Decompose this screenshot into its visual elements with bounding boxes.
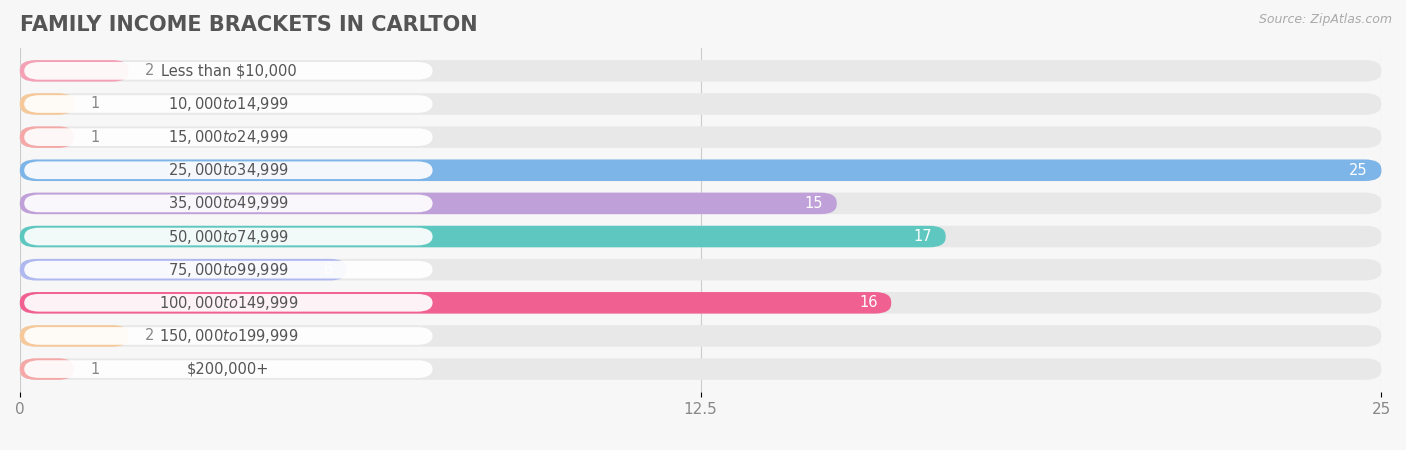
Text: $150,000 to $199,999: $150,000 to $199,999 bbox=[159, 327, 298, 345]
FancyBboxPatch shape bbox=[20, 226, 946, 248]
Text: $100,000 to $149,999: $100,000 to $149,999 bbox=[159, 294, 298, 312]
FancyBboxPatch shape bbox=[24, 261, 433, 279]
FancyBboxPatch shape bbox=[24, 194, 433, 212]
Text: $25,000 to $34,999: $25,000 to $34,999 bbox=[167, 161, 288, 179]
Text: 6: 6 bbox=[323, 262, 333, 277]
FancyBboxPatch shape bbox=[20, 60, 1381, 81]
FancyBboxPatch shape bbox=[24, 360, 433, 378]
FancyBboxPatch shape bbox=[20, 193, 837, 214]
FancyBboxPatch shape bbox=[20, 325, 1381, 346]
Text: Source: ZipAtlas.com: Source: ZipAtlas.com bbox=[1258, 14, 1392, 27]
FancyBboxPatch shape bbox=[24, 95, 433, 113]
FancyBboxPatch shape bbox=[20, 159, 1381, 181]
Text: $35,000 to $49,999: $35,000 to $49,999 bbox=[167, 194, 288, 212]
Text: 2: 2 bbox=[145, 63, 155, 78]
FancyBboxPatch shape bbox=[20, 159, 1381, 181]
Text: 1: 1 bbox=[90, 96, 100, 112]
FancyBboxPatch shape bbox=[20, 259, 1381, 280]
FancyBboxPatch shape bbox=[20, 226, 1381, 248]
Text: 1: 1 bbox=[90, 130, 100, 144]
Text: 25: 25 bbox=[1350, 163, 1368, 178]
FancyBboxPatch shape bbox=[24, 162, 433, 179]
Text: $75,000 to $99,999: $75,000 to $99,999 bbox=[167, 261, 288, 279]
FancyBboxPatch shape bbox=[20, 292, 891, 314]
FancyBboxPatch shape bbox=[24, 294, 433, 312]
FancyBboxPatch shape bbox=[20, 358, 75, 380]
Text: 1: 1 bbox=[90, 362, 100, 377]
Text: 15: 15 bbox=[804, 196, 823, 211]
Text: FAMILY INCOME BRACKETS IN CARLTON: FAMILY INCOME BRACKETS IN CARLTON bbox=[20, 15, 478, 35]
FancyBboxPatch shape bbox=[20, 126, 75, 148]
FancyBboxPatch shape bbox=[20, 325, 129, 346]
Text: $200,000+: $200,000+ bbox=[187, 362, 270, 377]
FancyBboxPatch shape bbox=[24, 228, 433, 245]
FancyBboxPatch shape bbox=[20, 292, 1381, 314]
Text: $15,000 to $24,999: $15,000 to $24,999 bbox=[167, 128, 288, 146]
Text: 16: 16 bbox=[859, 295, 877, 310]
FancyBboxPatch shape bbox=[24, 62, 433, 80]
FancyBboxPatch shape bbox=[20, 93, 1381, 115]
Text: Less than $10,000: Less than $10,000 bbox=[160, 63, 297, 78]
Text: $10,000 to $14,999: $10,000 to $14,999 bbox=[167, 95, 288, 113]
FancyBboxPatch shape bbox=[20, 93, 75, 115]
FancyBboxPatch shape bbox=[20, 126, 1381, 148]
FancyBboxPatch shape bbox=[20, 259, 347, 280]
Text: $50,000 to $74,999: $50,000 to $74,999 bbox=[167, 228, 288, 246]
FancyBboxPatch shape bbox=[20, 193, 1381, 214]
Text: 2: 2 bbox=[145, 328, 155, 343]
FancyBboxPatch shape bbox=[20, 60, 129, 81]
FancyBboxPatch shape bbox=[24, 128, 433, 146]
FancyBboxPatch shape bbox=[20, 358, 1381, 380]
FancyBboxPatch shape bbox=[24, 327, 433, 345]
Text: 17: 17 bbox=[914, 229, 932, 244]
